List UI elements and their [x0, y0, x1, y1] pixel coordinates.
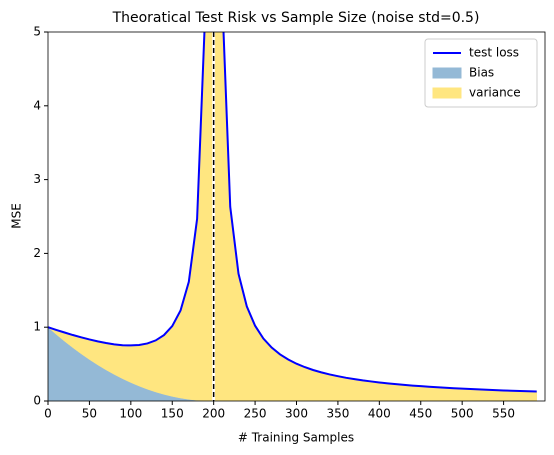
y-tick-label: 3 [33, 172, 41, 186]
line [222, 32, 537, 393]
plot-area [48, 32, 537, 401]
x-tick-label: 250 [244, 407, 267, 421]
x-axis-label: # Training Samples [238, 431, 354, 445]
x-tick-label: 350 [326, 407, 349, 421]
x-tick-label: 0 [44, 407, 52, 421]
x-tick-label: 150 [161, 407, 184, 421]
x-tick-label: 50 [82, 407, 97, 421]
y-tick-label: 5 [33, 25, 41, 39]
legend-swatch [432, 67, 462, 79]
y-tick-label: 4 [33, 98, 41, 112]
line [48, 32, 206, 347]
y-axis-label: MSE [10, 203, 24, 229]
x-tick-label: 200 [202, 407, 225, 421]
area [48, 32, 213, 401]
x-tick-label: 500 [451, 407, 474, 421]
x-tick-label: 100 [119, 407, 142, 421]
legend-label: test loss [469, 46, 519, 60]
x-tick-label: 450 [409, 407, 432, 421]
legend-swatch [432, 87, 462, 99]
legend-label: variance [469, 86, 521, 100]
x-tick-label: 400 [368, 407, 391, 421]
y-tick-label: 0 [33, 394, 41, 408]
y-tick-label: 1 [33, 320, 41, 334]
legend-label: Bias [469, 66, 494, 80]
chart-title: Theoratical Test Risk vs Sample Size (no… [112, 10, 480, 26]
y-tick-label: 2 [33, 246, 41, 260]
x-tick-label: 550 [492, 407, 515, 421]
x-tick-label: 300 [285, 407, 308, 421]
